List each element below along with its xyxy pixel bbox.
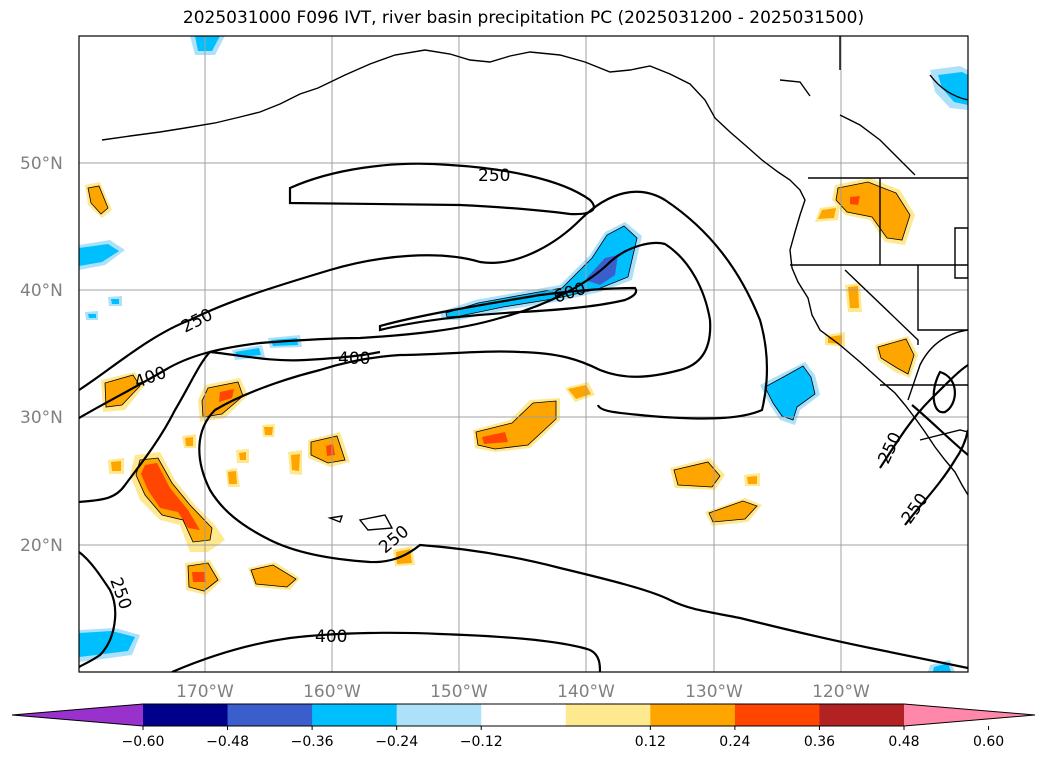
colorbar-segment bbox=[734, 704, 820, 726]
lat-label: 40°N bbox=[20, 281, 63, 301]
contour-label: 400 bbox=[315, 627, 347, 647]
colorbar-tick-label: −0.12 bbox=[460, 734, 503, 750]
ivt-contours bbox=[79, 162, 968, 672]
lat-label: 50°N bbox=[20, 154, 63, 174]
colorbar-segment bbox=[565, 704, 651, 726]
colorbar-segment bbox=[143, 704, 229, 726]
lon-label: 140°W bbox=[557, 682, 615, 702]
colorbar-segment bbox=[227, 704, 313, 726]
colorbar-extend-max bbox=[904, 704, 1035, 726]
colorbar-segment bbox=[481, 704, 567, 726]
colorbar-tick-label: 0.60 bbox=[973, 734, 1004, 750]
precip-positive-shading bbox=[85, 178, 918, 595]
lat-label: 20°N bbox=[20, 536, 63, 556]
colorbar-tick-label: −0.24 bbox=[375, 734, 418, 750]
colorbar-tick-label: 0.24 bbox=[719, 734, 750, 750]
contour-label: 250 bbox=[478, 166, 510, 186]
colorbar-tick-label: 0.12 bbox=[635, 734, 666, 750]
map-title: 2025031000 F096 IVT, river basin precipi… bbox=[182, 8, 865, 28]
colorbar-segment bbox=[819, 704, 905, 726]
lon-label: 150°W bbox=[430, 682, 488, 702]
colorbar-tick-label: 0.36 bbox=[804, 734, 835, 750]
longitude-labels: 170°W 160°W 150°W 140°W 130°W 120°W bbox=[176, 682, 870, 702]
lat-label: 30°N bbox=[20, 408, 63, 428]
colorbar-extend-min bbox=[12, 704, 143, 726]
colorbar-tick-label: 0.48 bbox=[888, 734, 919, 750]
colorbar-segment bbox=[396, 704, 482, 726]
coastlines bbox=[101, 36, 968, 531]
lon-label: 130°W bbox=[685, 682, 743, 702]
shading-outlines bbox=[87, 181, 915, 592]
colorbar: −0.60 −0.48 −0.36 −0.24 −0.12 0.12 0.24 0.36 0.4… bbox=[11, 703, 1036, 750]
latitude-labels: 50°N 40°N 30°N 20°N bbox=[20, 154, 63, 556]
lon-label: 120°W bbox=[812, 682, 870, 702]
colorbar-tick-label: −0.60 bbox=[122, 734, 165, 750]
colorbar-segment bbox=[312, 704, 398, 726]
contour-label: 400 bbox=[338, 349, 370, 369]
colorbar-segment bbox=[650, 704, 736, 726]
map-frame bbox=[78, 35, 969, 673]
lon-label: 170°W bbox=[176, 682, 234, 702]
lon-label: 160°W bbox=[303, 682, 361, 702]
colorbar-tick-label: −0.48 bbox=[206, 734, 249, 750]
colorbar-tick-label: −0.36 bbox=[291, 734, 334, 750]
